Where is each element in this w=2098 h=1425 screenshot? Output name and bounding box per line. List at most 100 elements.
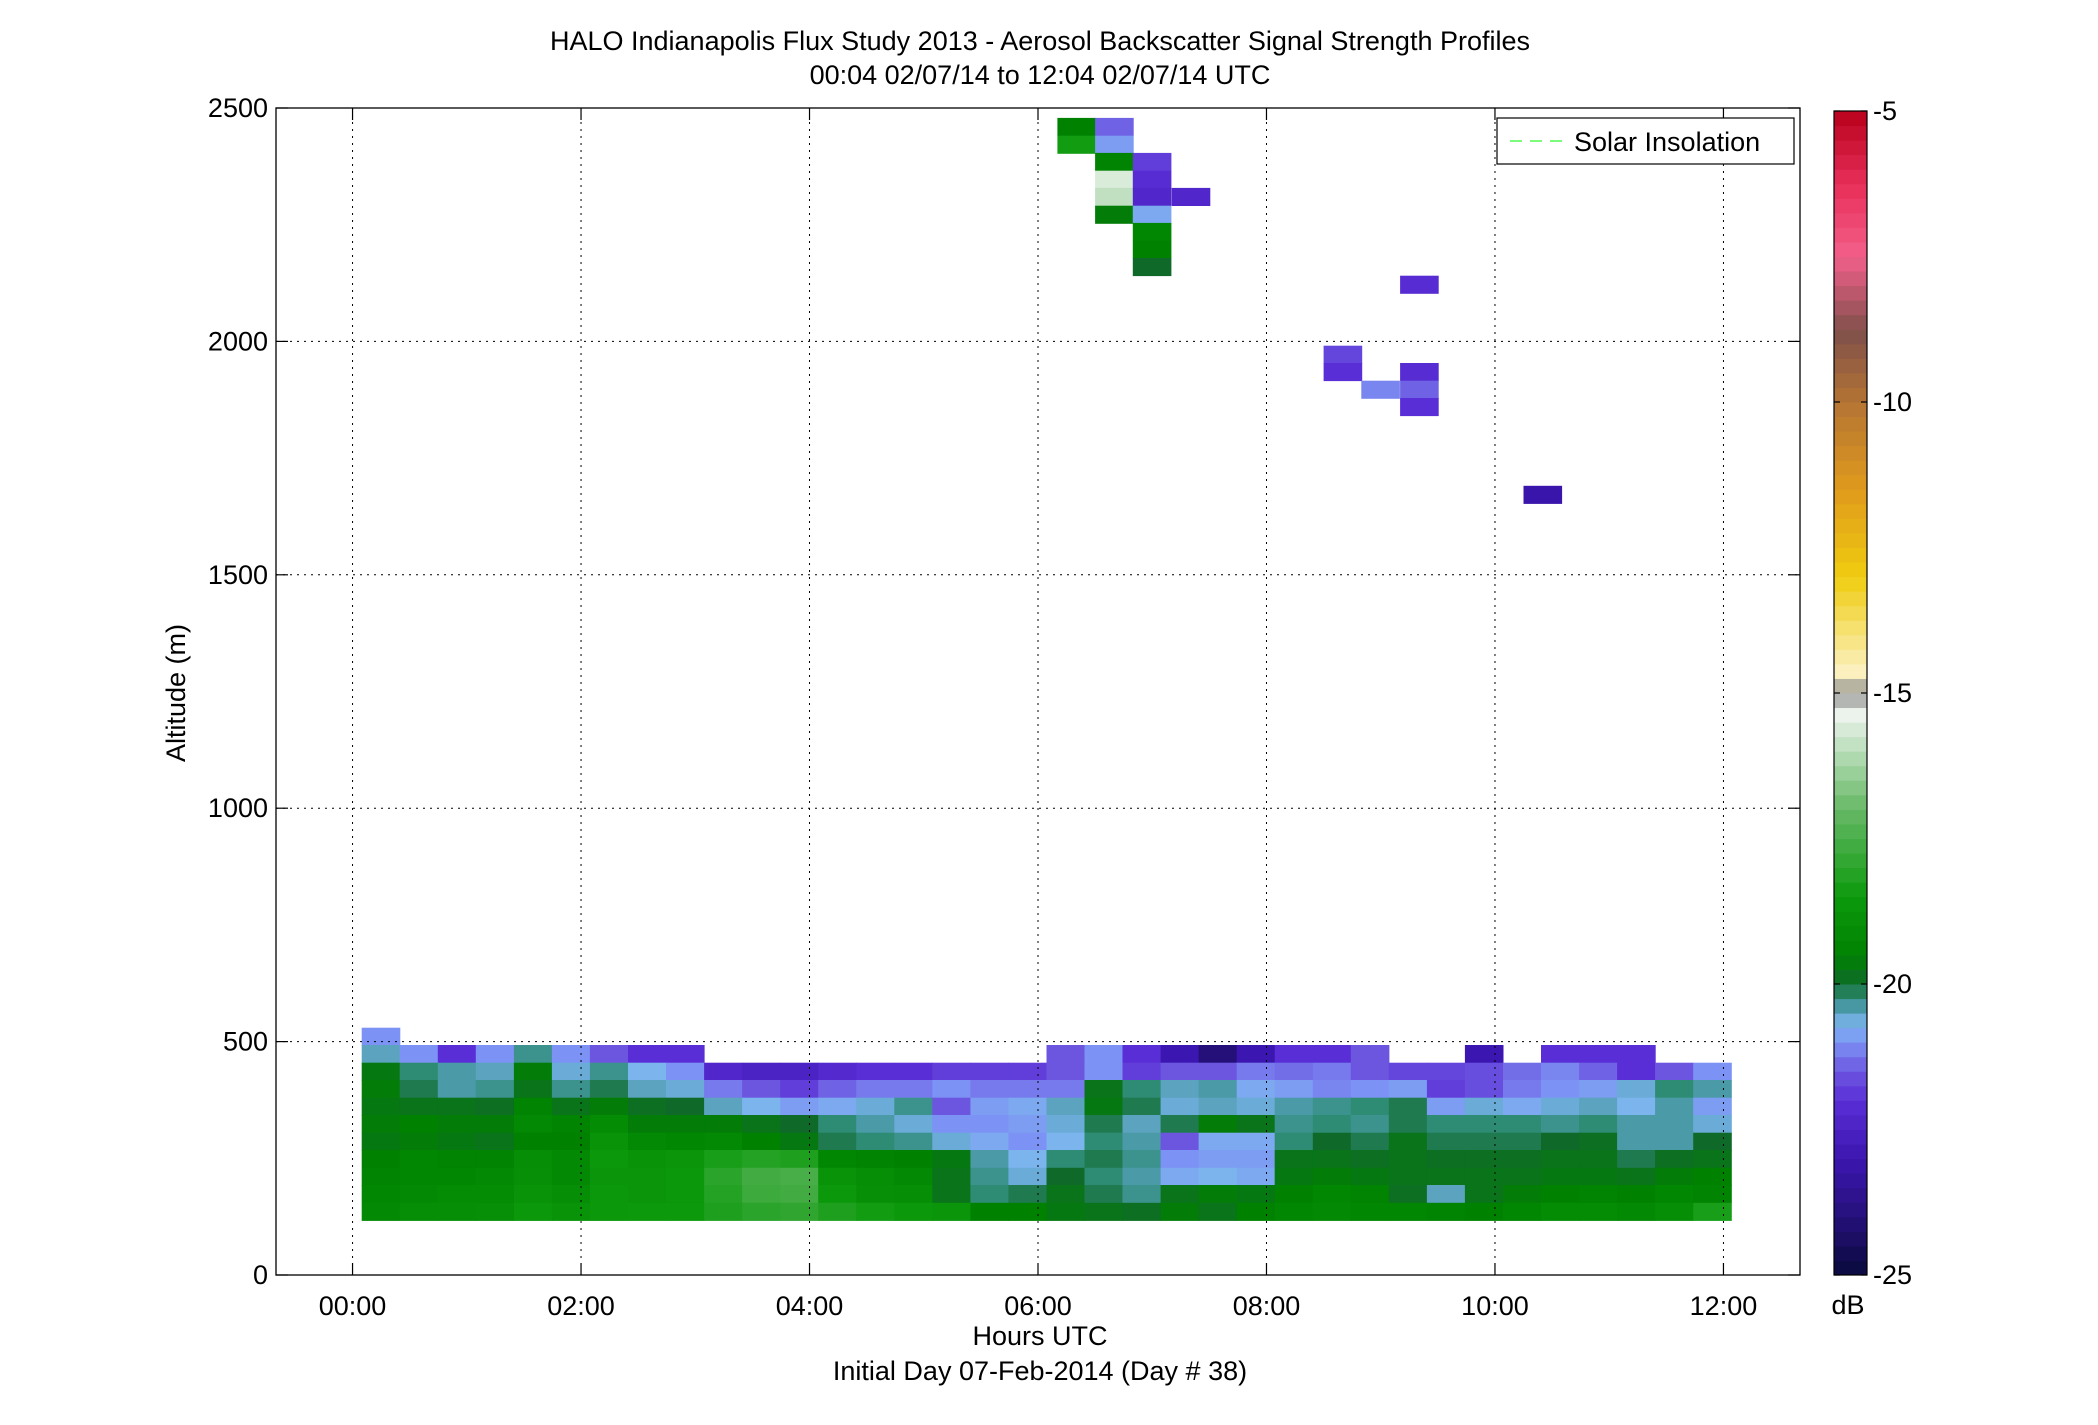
heatmap-cell bbox=[1465, 1098, 1504, 1116]
heatmap-cell bbox=[552, 1133, 591, 1151]
colorbar-segment bbox=[1834, 853, 1867, 868]
heatmap-cell bbox=[970, 1080, 1009, 1098]
heatmap-cell bbox=[590, 1045, 629, 1063]
heatmap-cell bbox=[780, 1150, 819, 1168]
heatmap-cell bbox=[1008, 1203, 1047, 1221]
heatmap-cell bbox=[1008, 1133, 1047, 1151]
heatmap-cell bbox=[590, 1063, 629, 1081]
heatmap-cell bbox=[1465, 1080, 1504, 1098]
colorbar-segment bbox=[1834, 591, 1867, 606]
heatmap-cell bbox=[400, 1185, 439, 1203]
heatmap-cell bbox=[1237, 1080, 1276, 1098]
heatmap-cell bbox=[400, 1168, 439, 1186]
heatmap-cell bbox=[1351, 1063, 1390, 1081]
heatmap-cell bbox=[742, 1080, 781, 1098]
colorbar-segment bbox=[1834, 824, 1867, 839]
heatmap-cell bbox=[1085, 1115, 1124, 1133]
heatmap-cell bbox=[1465, 1115, 1504, 1133]
heatmap-cell bbox=[1237, 1115, 1276, 1133]
heatmap-cell bbox=[1400, 363, 1439, 381]
heatmap-cell bbox=[552, 1045, 591, 1063]
heatmap-cell bbox=[590, 1185, 629, 1203]
heatmap-cell bbox=[1199, 1063, 1238, 1081]
colorbar-segment bbox=[1834, 969, 1867, 984]
colorbar-segment bbox=[1834, 504, 1867, 519]
heatmap-cell bbox=[1579, 1168, 1618, 1186]
heatmap-cell bbox=[1541, 1080, 1580, 1098]
colorbar-segment bbox=[1834, 708, 1867, 723]
heatmap-cell bbox=[1693, 1168, 1732, 1186]
heatmap-cell bbox=[1389, 1063, 1428, 1081]
heatmap-cell bbox=[1389, 1168, 1428, 1186]
heatmap-cell bbox=[1503, 1185, 1542, 1203]
heatmap-cell bbox=[1161, 1150, 1200, 1168]
heatmap-cell bbox=[1123, 1185, 1162, 1203]
heatmap-cell bbox=[1313, 1203, 1352, 1221]
heatmap-cell bbox=[1693, 1080, 1732, 1098]
heatmap-cell bbox=[1123, 1045, 1162, 1063]
heatmap-cell bbox=[1465, 1063, 1504, 1081]
heatmap-cell bbox=[1199, 1185, 1238, 1203]
heatmap-cell bbox=[476, 1185, 515, 1203]
heatmap-cell bbox=[666, 1185, 705, 1203]
heatmap-cell bbox=[514, 1203, 553, 1221]
colorbar-segment bbox=[1834, 1013, 1867, 1028]
heatmap-cell bbox=[1172, 188, 1211, 206]
colorbar-segment bbox=[1834, 213, 1867, 228]
legend-label-solar-insolation: Solar Insolation bbox=[1574, 127, 1760, 157]
heatmap-cell bbox=[628, 1045, 667, 1063]
heatmap-cell bbox=[1524, 486, 1563, 504]
heatmap-cell bbox=[1085, 1203, 1124, 1221]
heatmap-cell bbox=[1237, 1203, 1276, 1221]
heatmap-cell bbox=[1541, 1150, 1580, 1168]
colorbar-segment bbox=[1834, 766, 1867, 781]
heatmap-cell bbox=[1237, 1185, 1276, 1203]
heatmap-cell bbox=[894, 1185, 933, 1203]
heatmap-cell bbox=[1351, 1203, 1390, 1221]
heatmap-cell bbox=[856, 1150, 895, 1168]
heatmap-cell bbox=[438, 1150, 477, 1168]
heatmap-cell bbox=[1275, 1150, 1314, 1168]
heatmap-cell bbox=[1351, 1133, 1390, 1151]
heatmap-cell bbox=[1123, 1115, 1162, 1133]
heatmap-cell bbox=[1085, 1063, 1124, 1081]
heatmap-cell bbox=[856, 1115, 895, 1133]
chart-title: HALO Indianapolis Flux Study 2013 - Aero… bbox=[550, 26, 1530, 56]
heatmap-cell bbox=[666, 1150, 705, 1168]
heatmap-cell bbox=[1275, 1168, 1314, 1186]
colorbar-segment bbox=[1834, 606, 1867, 621]
x-axis-label: Hours UTC bbox=[972, 1321, 1107, 1351]
heatmap-cell bbox=[894, 1203, 933, 1221]
heatmap-cell bbox=[514, 1080, 553, 1098]
heatmap-cell bbox=[590, 1115, 629, 1133]
heatmap-cell bbox=[1465, 1150, 1504, 1168]
heatmap-cell bbox=[476, 1203, 515, 1221]
heatmap-cell bbox=[1579, 1185, 1618, 1203]
heatmap-cell bbox=[780, 1168, 819, 1186]
heatmap-cell bbox=[1199, 1098, 1238, 1116]
heatmap-cell bbox=[1199, 1045, 1238, 1063]
heatmap-cell bbox=[704, 1185, 743, 1203]
colorbar-segment bbox=[1834, 751, 1867, 766]
colorbar-segment bbox=[1834, 242, 1867, 257]
heatmap-cell bbox=[1541, 1168, 1580, 1186]
heatmap-cell bbox=[1313, 1063, 1352, 1081]
heatmap-cell bbox=[856, 1185, 895, 1203]
heatmap-cell bbox=[818, 1133, 857, 1151]
x-tick-label: 02:00 bbox=[547, 1291, 615, 1321]
heatmap-cell bbox=[970, 1098, 1009, 1116]
heatmap-cell bbox=[704, 1133, 743, 1151]
heatmap-cell bbox=[400, 1133, 439, 1151]
heatmap-cell bbox=[400, 1098, 439, 1116]
heatmap-cell bbox=[970, 1115, 1009, 1133]
heatmap-cell bbox=[1123, 1098, 1162, 1116]
colorbar-segment bbox=[1834, 1071, 1867, 1086]
heatmap-cell bbox=[1313, 1115, 1352, 1133]
colorbar-segment bbox=[1834, 635, 1867, 650]
heatmap-cell bbox=[970, 1133, 1009, 1151]
heatmap-cell bbox=[1095, 136, 1134, 154]
heatmap-cell bbox=[362, 1063, 401, 1081]
colorbar-segment bbox=[1834, 358, 1867, 373]
heatmap-cell bbox=[1541, 1133, 1580, 1151]
heatmap-cell bbox=[704, 1168, 743, 1186]
